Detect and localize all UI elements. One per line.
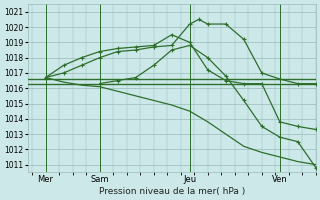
X-axis label: Pression niveau de la mer( hPa ): Pression niveau de la mer( hPa ) [99, 187, 245, 196]
